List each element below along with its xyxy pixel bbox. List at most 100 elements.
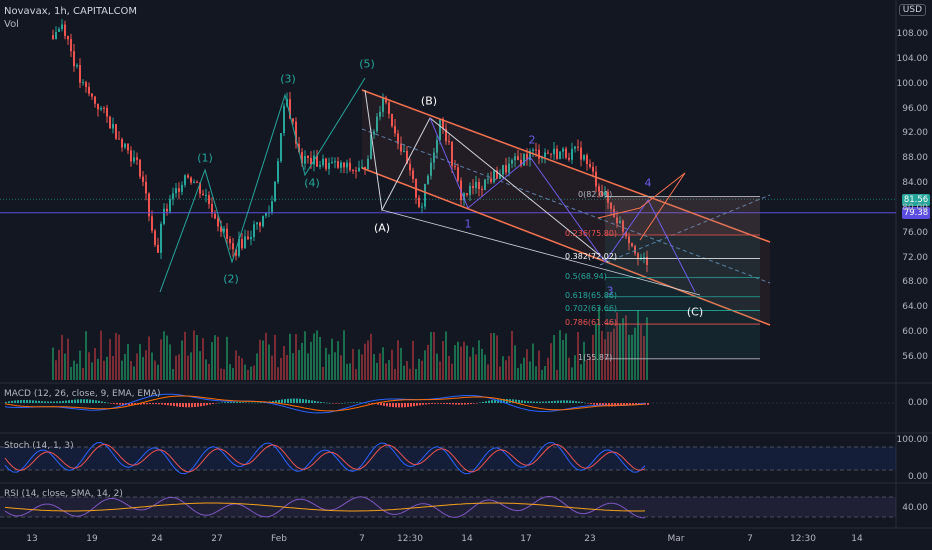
time-tick-label: 14 — [461, 534, 473, 544]
candle — [214, 213, 216, 219]
hline-price-badge: 79.38 — [902, 207, 930, 219]
candle — [193, 181, 195, 183]
macd-histogram-bar — [152, 403, 154, 405]
macd-histogram-bar — [188, 403, 190, 408]
candle — [568, 157, 570, 160]
stoch-axis-upper: 100.00 — [896, 435, 929, 445]
volume-bar — [358, 349, 360, 380]
time-tick-label: 27 — [211, 534, 223, 544]
macd-histogram-bar — [38, 400, 40, 403]
rsi-label[interactable]: RSI (14, close, SMA, 14, 2) — [4, 489, 123, 499]
macd-histogram-bar — [557, 400, 559, 403]
macd-histogram-bar — [32, 400, 34, 403]
volume-bar — [76, 363, 78, 380]
macd-histogram-bar — [347, 402, 349, 404]
candle — [577, 146, 579, 148]
macd-histogram-bar — [608, 403, 610, 407]
volume-bar — [595, 323, 597, 380]
candle — [127, 143, 129, 151]
volume-bar — [580, 364, 582, 380]
macd-histogram-bar — [518, 399, 520, 403]
candle — [295, 121, 297, 144]
candle — [235, 249, 237, 256]
macd-histogram-bar — [632, 403, 634, 405]
macd-label[interactable]: MACD (12, 26, close, 9, EMA, EMA) — [4, 389, 161, 399]
time-tick-label: 19 — [86, 534, 98, 544]
macd-histogram-bar — [272, 400, 274, 403]
candle — [73, 51, 75, 67]
candle — [184, 175, 186, 185]
fib-level-label: 0.382(72.02) — [565, 252, 618, 262]
macd-histogram-bar — [116, 403, 118, 405]
candle — [505, 165, 507, 173]
macd-histogram-bar — [233, 401, 235, 403]
candle — [475, 181, 477, 189]
macd-histogram-bar — [539, 401, 541, 403]
symbol-title[interactable]: Novavax, 1h, CAPITALCOM — [4, 6, 138, 17]
volume-bar — [163, 331, 165, 380]
macd-histogram-bar — [485, 401, 487, 403]
candle — [622, 220, 624, 232]
volume-bar — [310, 341, 312, 380]
candle — [451, 141, 453, 167]
macd-histogram-bar — [83, 399, 85, 403]
macd-histogram-bar — [500, 399, 502, 403]
currency-button[interactable]: USD — [898, 4, 926, 16]
stoch-label[interactable]: Stoch (14, 1, 3) — [4, 441, 74, 451]
macd-histogram-bar — [323, 402, 325, 403]
volume-bar — [229, 364, 231, 380]
wave-label-white: (A) — [373, 221, 391, 235]
volume-bar — [544, 366, 546, 380]
volume-bar — [418, 358, 420, 380]
candle — [76, 65, 78, 67]
candle — [547, 152, 549, 154]
macd-histogram-bar — [197, 403, 199, 407]
macd-histogram-bar — [5, 401, 7, 403]
candle — [493, 170, 495, 183]
macd-histogram-bar — [224, 402, 226, 403]
candle — [142, 176, 144, 182]
candle — [583, 155, 585, 160]
candle — [289, 99, 291, 119]
time-tick-label: 7 — [359, 534, 365, 544]
volume-bar — [427, 344, 429, 380]
macd-histogram-bar — [47, 401, 49, 403]
volume-bar — [325, 347, 327, 380]
macd-histogram-bar — [512, 399, 514, 403]
macd-histogram-bar — [191, 403, 193, 408]
macd-histogram-bar — [452, 403, 454, 405]
price-tick-label: 72.00 — [902, 252, 928, 263]
macd-histogram-bar — [320, 401, 322, 403]
candle — [514, 156, 516, 161]
stoch-axis-lower: 0.00 — [907, 472, 928, 482]
volume-bar — [115, 332, 117, 380]
volume-bar — [478, 340, 480, 380]
candle — [487, 178, 489, 180]
volume-bar — [535, 366, 537, 380]
volume-bar — [178, 354, 180, 380]
fib-level-label: 0.618(65.86) — [565, 290, 618, 300]
macd-histogram-bar — [560, 400, 562, 403]
candle — [388, 102, 390, 114]
macd-histogram-bar — [317, 401, 319, 403]
volume-bar — [589, 356, 591, 380]
volume-bar — [271, 355, 273, 380]
macd-histogram-bar — [35, 400, 37, 403]
candle — [439, 119, 441, 140]
macd-histogram-bar — [107, 402, 109, 404]
candle — [229, 238, 231, 244]
candle — [592, 166, 594, 172]
macd-histogram-bar — [515, 399, 517, 403]
volume-bar — [526, 349, 528, 380]
volume-bar — [472, 347, 474, 380]
macd-histogram-bar — [419, 403, 421, 406]
volume-bar — [523, 357, 525, 380]
volume-bar — [103, 360, 105, 380]
volume-bar — [250, 366, 252, 380]
volume-bar — [94, 347, 96, 380]
volume-bar — [460, 346, 462, 380]
candle — [364, 166, 366, 170]
macd-histogram-bar — [554, 400, 556, 403]
macd-histogram-bar — [524, 400, 526, 403]
